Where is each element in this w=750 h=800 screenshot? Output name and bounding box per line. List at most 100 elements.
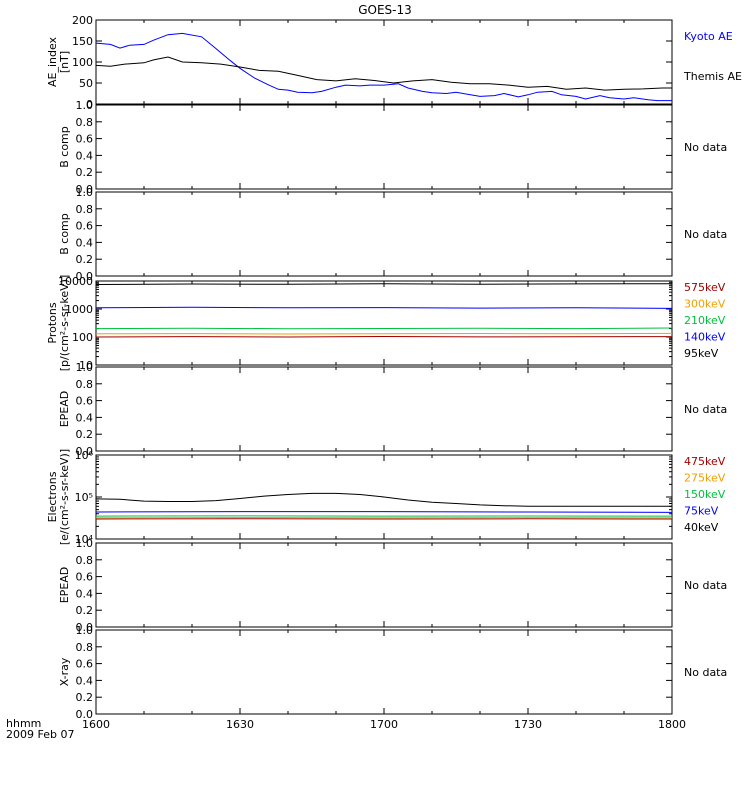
y-tick-label: 1.0: [76, 361, 94, 374]
x-tick-label: 1730: [514, 718, 542, 731]
legend-75kev: 75keV: [684, 505, 719, 518]
y-tick-label: 0.0: [76, 445, 94, 458]
panel-bcomp2: 0.0 0.2 0.4 0.6 0.8 1.0 B comp No data: [58, 186, 727, 283]
panel-epead2: 0.0 0.2 0.4 0.6 0.8 1.0 EPEAD No data: [58, 537, 727, 634]
legend-95kev: 95keV: [684, 347, 719, 360]
series-line-95kev: [95, 283, 673, 285]
no-data-note: No data: [684, 141, 727, 154]
panel-bcomp1: 0.0 0.2 0.4 0.6 0.8 1.0 B comp No data: [58, 99, 727, 196]
y-axis-label: AE_index[nT]: [46, 36, 71, 87]
y-tick-label: 1.0: [76, 186, 94, 199]
y-tick-label: 10⁴: [75, 533, 94, 546]
panel-frame: [95, 542, 673, 628]
panel-frame: [95, 280, 673, 366]
y-tick-label: 1.0: [76, 99, 94, 112]
y-tick-label: 0.2: [76, 691, 94, 704]
legend-475kev: 475keV: [684, 455, 726, 468]
series-line-575kev: [95, 335, 673, 338]
no-data-note: No data: [684, 666, 727, 679]
y-tick-label: 100: [72, 56, 93, 69]
y-tick-label: 1.0: [76, 624, 94, 637]
legend-150kev: 150keV: [684, 488, 726, 501]
x-tick-label: 1700: [370, 718, 398, 731]
y-tick-label: 50: [79, 77, 93, 90]
legend-40kev: 40keV: [684, 521, 719, 534]
y-tick-label: 0.4: [76, 411, 94, 424]
y-tick-label: 0.4: [76, 674, 94, 687]
y-tick-label: 0.6: [76, 395, 94, 408]
y-tick-label: 200: [72, 14, 93, 27]
y-axis-label-line: EPEAD: [58, 391, 71, 428]
y-tick-label: 0.0: [76, 621, 94, 634]
y-tick-label: 10⁵: [75, 491, 93, 504]
y-tick-label: 0.0: [76, 270, 94, 283]
y-axis-label: EPEAD: [58, 391, 71, 428]
y-axis-label-line: EPEAD: [58, 567, 71, 604]
y-axis-label-line: AE_index: [46, 36, 59, 87]
panel-epead1: 0.0 0.2 0.4 0.6 0.8 1.0 EPEAD No data: [58, 361, 727, 458]
time-axis-corner-label: hhmm: [6, 717, 41, 730]
y-axis-label-line: Electrons: [46, 471, 59, 522]
panel-xray: 0.0 0.2 0.4 0.6 0.8 1.0 X-ray No data: [58, 624, 727, 721]
series-line-140kev: [95, 306, 673, 309]
y-axis-label: B comp: [58, 126, 71, 168]
y-tick-label: 0.2: [76, 253, 94, 266]
series-line-210kev: [95, 327, 673, 330]
y-tick-label: 0.0: [76, 183, 94, 196]
y-axis-label-line: [e/(cm²-s-sr-keV)]: [58, 449, 71, 545]
panel-frame: [95, 191, 673, 277]
y-tick-label: 1000: [65, 303, 93, 316]
y-tick-label: 0.6: [76, 220, 94, 233]
y-tick-label: 0.2: [76, 604, 94, 617]
panel-frame: [95, 104, 673, 190]
panel-frame: [95, 366, 673, 452]
legend-210kev: 210keV: [684, 314, 726, 327]
y-tick-label: 0.8: [76, 378, 94, 391]
y-axis-label: B comp: [58, 213, 71, 255]
y-tick-label: 10⁶: [75, 449, 94, 462]
y-tick-label: 0.6: [76, 133, 94, 146]
y-axis-label: EPEAD: [58, 567, 71, 604]
y-tick-label: 0.8: [76, 554, 94, 567]
y-axis-label: Protons[p/(cm²-s-sr-keV)]: [46, 275, 71, 372]
x-tick-label: 1600: [82, 718, 110, 731]
legend-themis-ae: Themis AE: [683, 70, 742, 83]
y-tick-label: 0.2: [76, 428, 94, 441]
y-tick-label: 0.4: [76, 149, 94, 162]
legend-300kev: 300keV: [684, 298, 726, 311]
panel-electrons: 10⁴ 10⁵ 10⁶ Electrons[e/(cm²-s-sr-keV)] 475k…: [46, 449, 726, 546]
legend-kyoto-ae: Kyoto AE: [684, 30, 733, 43]
y-tick-label: 0.8: [76, 641, 94, 654]
y-axis-label-line: X-ray: [58, 657, 71, 686]
y-tick-label: 10: [79, 359, 93, 372]
legend-140kev: 140keV: [684, 331, 726, 344]
x-tick-label: 1800: [658, 718, 686, 731]
y-tick-label: 1.0: [76, 537, 94, 550]
y-tick-label: 0.4: [76, 587, 94, 600]
no-data-note: No data: [684, 579, 727, 592]
y-tick-label: 0.8: [76, 203, 94, 216]
y-tick-label: 0.4: [76, 236, 94, 249]
y-tick-label: 0.6: [76, 658, 94, 671]
y-tick-label: 10000: [58, 275, 93, 288]
y-tick-label: 0.6: [76, 571, 94, 584]
y-tick-label: 0: [86, 98, 93, 111]
y-tick-label: 0.0: [76, 708, 94, 721]
y-axis-label-line: B comp: [58, 126, 71, 168]
no-data-note: No data: [684, 228, 727, 241]
y-axis-label-line: [p/(cm²-s-sr-keV)]: [58, 275, 71, 372]
time-axis-date-label: 2009 Feb 07: [6, 728, 74, 741]
y-axis-label: Electrons[e/(cm²-s-sr-keV)]: [46, 449, 71, 545]
series-line-themis-ae: [95, 56, 672, 91]
y-tick-label: 0.2: [76, 166, 94, 179]
legend-575kev: 575keV: [684, 281, 726, 294]
y-tick-label: 0.8: [76, 116, 94, 129]
series-line-300kev: [95, 332, 673, 335]
plot-title: GOES-13: [358, 3, 412, 17]
y-tick-label: 100: [72, 331, 93, 344]
legend-275kev: 275keV: [684, 472, 726, 485]
y-tick-label: 150: [72, 35, 93, 48]
y-axis-label-line: B comp: [58, 213, 71, 255]
